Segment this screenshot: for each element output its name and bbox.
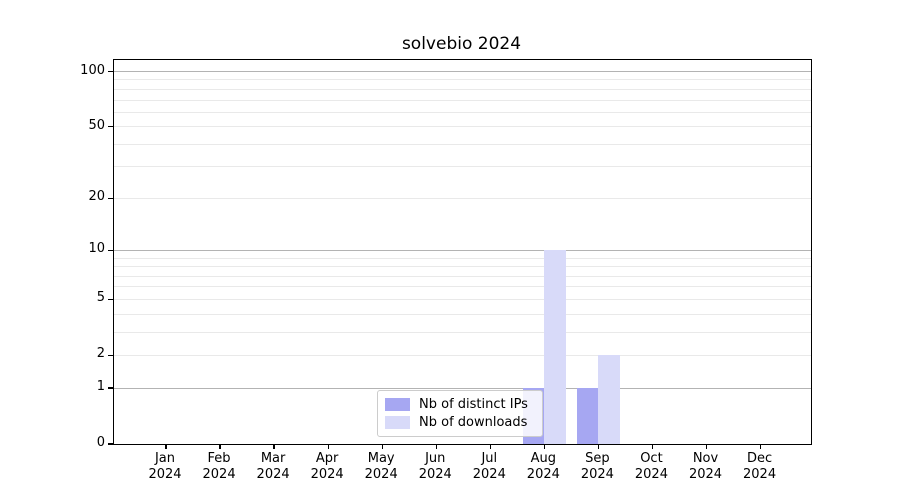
- x-axis-tick-label: Sep 2024: [580, 451, 614, 482]
- bar-distinct-ips: [576, 388, 599, 444]
- x-tick-mark: [273, 444, 275, 449]
- bar-downloads: [544, 250, 566, 444]
- x-tick-mark: [165, 444, 167, 449]
- grid-line-minor: [114, 257, 811, 259]
- grid-line-minor: [114, 197, 811, 199]
- y-axis-tick-label: 20: [88, 189, 105, 205]
- x-axis-tick-label: Aug 2024: [526, 451, 560, 482]
- grid-line-minor: [114, 286, 811, 288]
- x-tick-mark: [759, 444, 762, 449]
- chart-title: solvebio 2024: [401, 34, 522, 54]
- grid-line-minor: [114, 79, 811, 81]
- legend-label-distinct-ips: Nb of distinct IPs: [419, 396, 528, 412]
- y-tick-mark: [107, 387, 113, 389]
- y-tick-mark: [107, 443, 113, 445]
- x-tick-mark: [381, 444, 383, 449]
- x-tick-mark: [489, 444, 491, 449]
- legend-entry-distinct-ips: Nb of distinct IPs: [385, 396, 534, 413]
- x-axis-tick-label: Dec 2024: [743, 451, 777, 482]
- x-axis-tick-label: Oct 2024: [634, 451, 668, 482]
- x-tick-mark: [219, 444, 221, 449]
- y-tick-mark: [107, 354, 113, 356]
- grid-line-minor: [114, 298, 811, 300]
- x-tick-mark: [705, 444, 708, 449]
- legend: Nb of distinct IPs Nb of downloads: [377, 390, 543, 437]
- legend-swatch-downloads: [385, 416, 410, 429]
- x-axis-tick-label: Apr 2024: [310, 451, 344, 482]
- grid-line-minor: [114, 313, 811, 315]
- x-axis-tick-label: May 2024: [364, 451, 398, 482]
- x-axis-tick-label: Feb 2024: [202, 451, 236, 482]
- y-tick-mark: [107, 249, 113, 252]
- x-axis-tick-label: Jul 2024: [472, 451, 506, 482]
- y-tick-mark: [107, 298, 113, 301]
- y-axis-tick-label: 50: [88, 117, 105, 133]
- grid-line-minor: [114, 111, 811, 113]
- y-tick-mark: [107, 126, 113, 128]
- y-axis-tick-label: 100: [80, 62, 105, 78]
- x-axis-tick-label: Nov 2024: [688, 451, 723, 482]
- grid-line-major: [114, 387, 811, 389]
- x-axis-tick-label: Jun 2024: [418, 451, 452, 482]
- y-axis-tick-label: 5: [96, 290, 105, 306]
- grid-line-minor: [114, 126, 811, 128]
- grid-line-minor: [114, 266, 811, 268]
- grid-line-minor: [114, 354, 811, 356]
- y-tick-mark: [107, 70, 113, 73]
- grid-line-minor: [114, 275, 811, 277]
- bar-downloads: [598, 355, 620, 444]
- plot-area: [107, 59, 812, 449]
- y-tick-mark: [107, 197, 113, 199]
- grid-line-minor: [114, 166, 811, 168]
- x-tick-mark: [597, 444, 600, 449]
- y-axis-tick-label: 0: [96, 435, 105, 450]
- x-tick-mark: [543, 444, 545, 449]
- grid-line-minor: [114, 88, 811, 90]
- x-tick-mark: [651, 444, 654, 449]
- y-axis-tick-label: 1: [96, 379, 105, 395]
- legend-label-downloads: Nb of downloads: [419, 414, 528, 430]
- legend-swatch-distinct-ips: [385, 398, 410, 411]
- x-axis-tick-label: Mar 2024: [256, 451, 290, 482]
- x-tick-mark: [435, 444, 437, 449]
- y-axis-tick-label: 10: [88, 241, 105, 257]
- x-tick-mark: [327, 444, 329, 449]
- grid-line-major: [114, 249, 811, 251]
- legend-entry-downloads: Nb of downloads: [385, 414, 534, 431]
- y-axis-tick-label: 2: [96, 346, 105, 362]
- grid-line-major: [114, 71, 811, 73]
- grid-line-minor: [114, 143, 811, 145]
- grid-line-minor: [114, 99, 811, 101]
- grid-line-minor: [114, 331, 811, 333]
- x-axis-tick-label: Jan 2024: [148, 451, 182, 482]
